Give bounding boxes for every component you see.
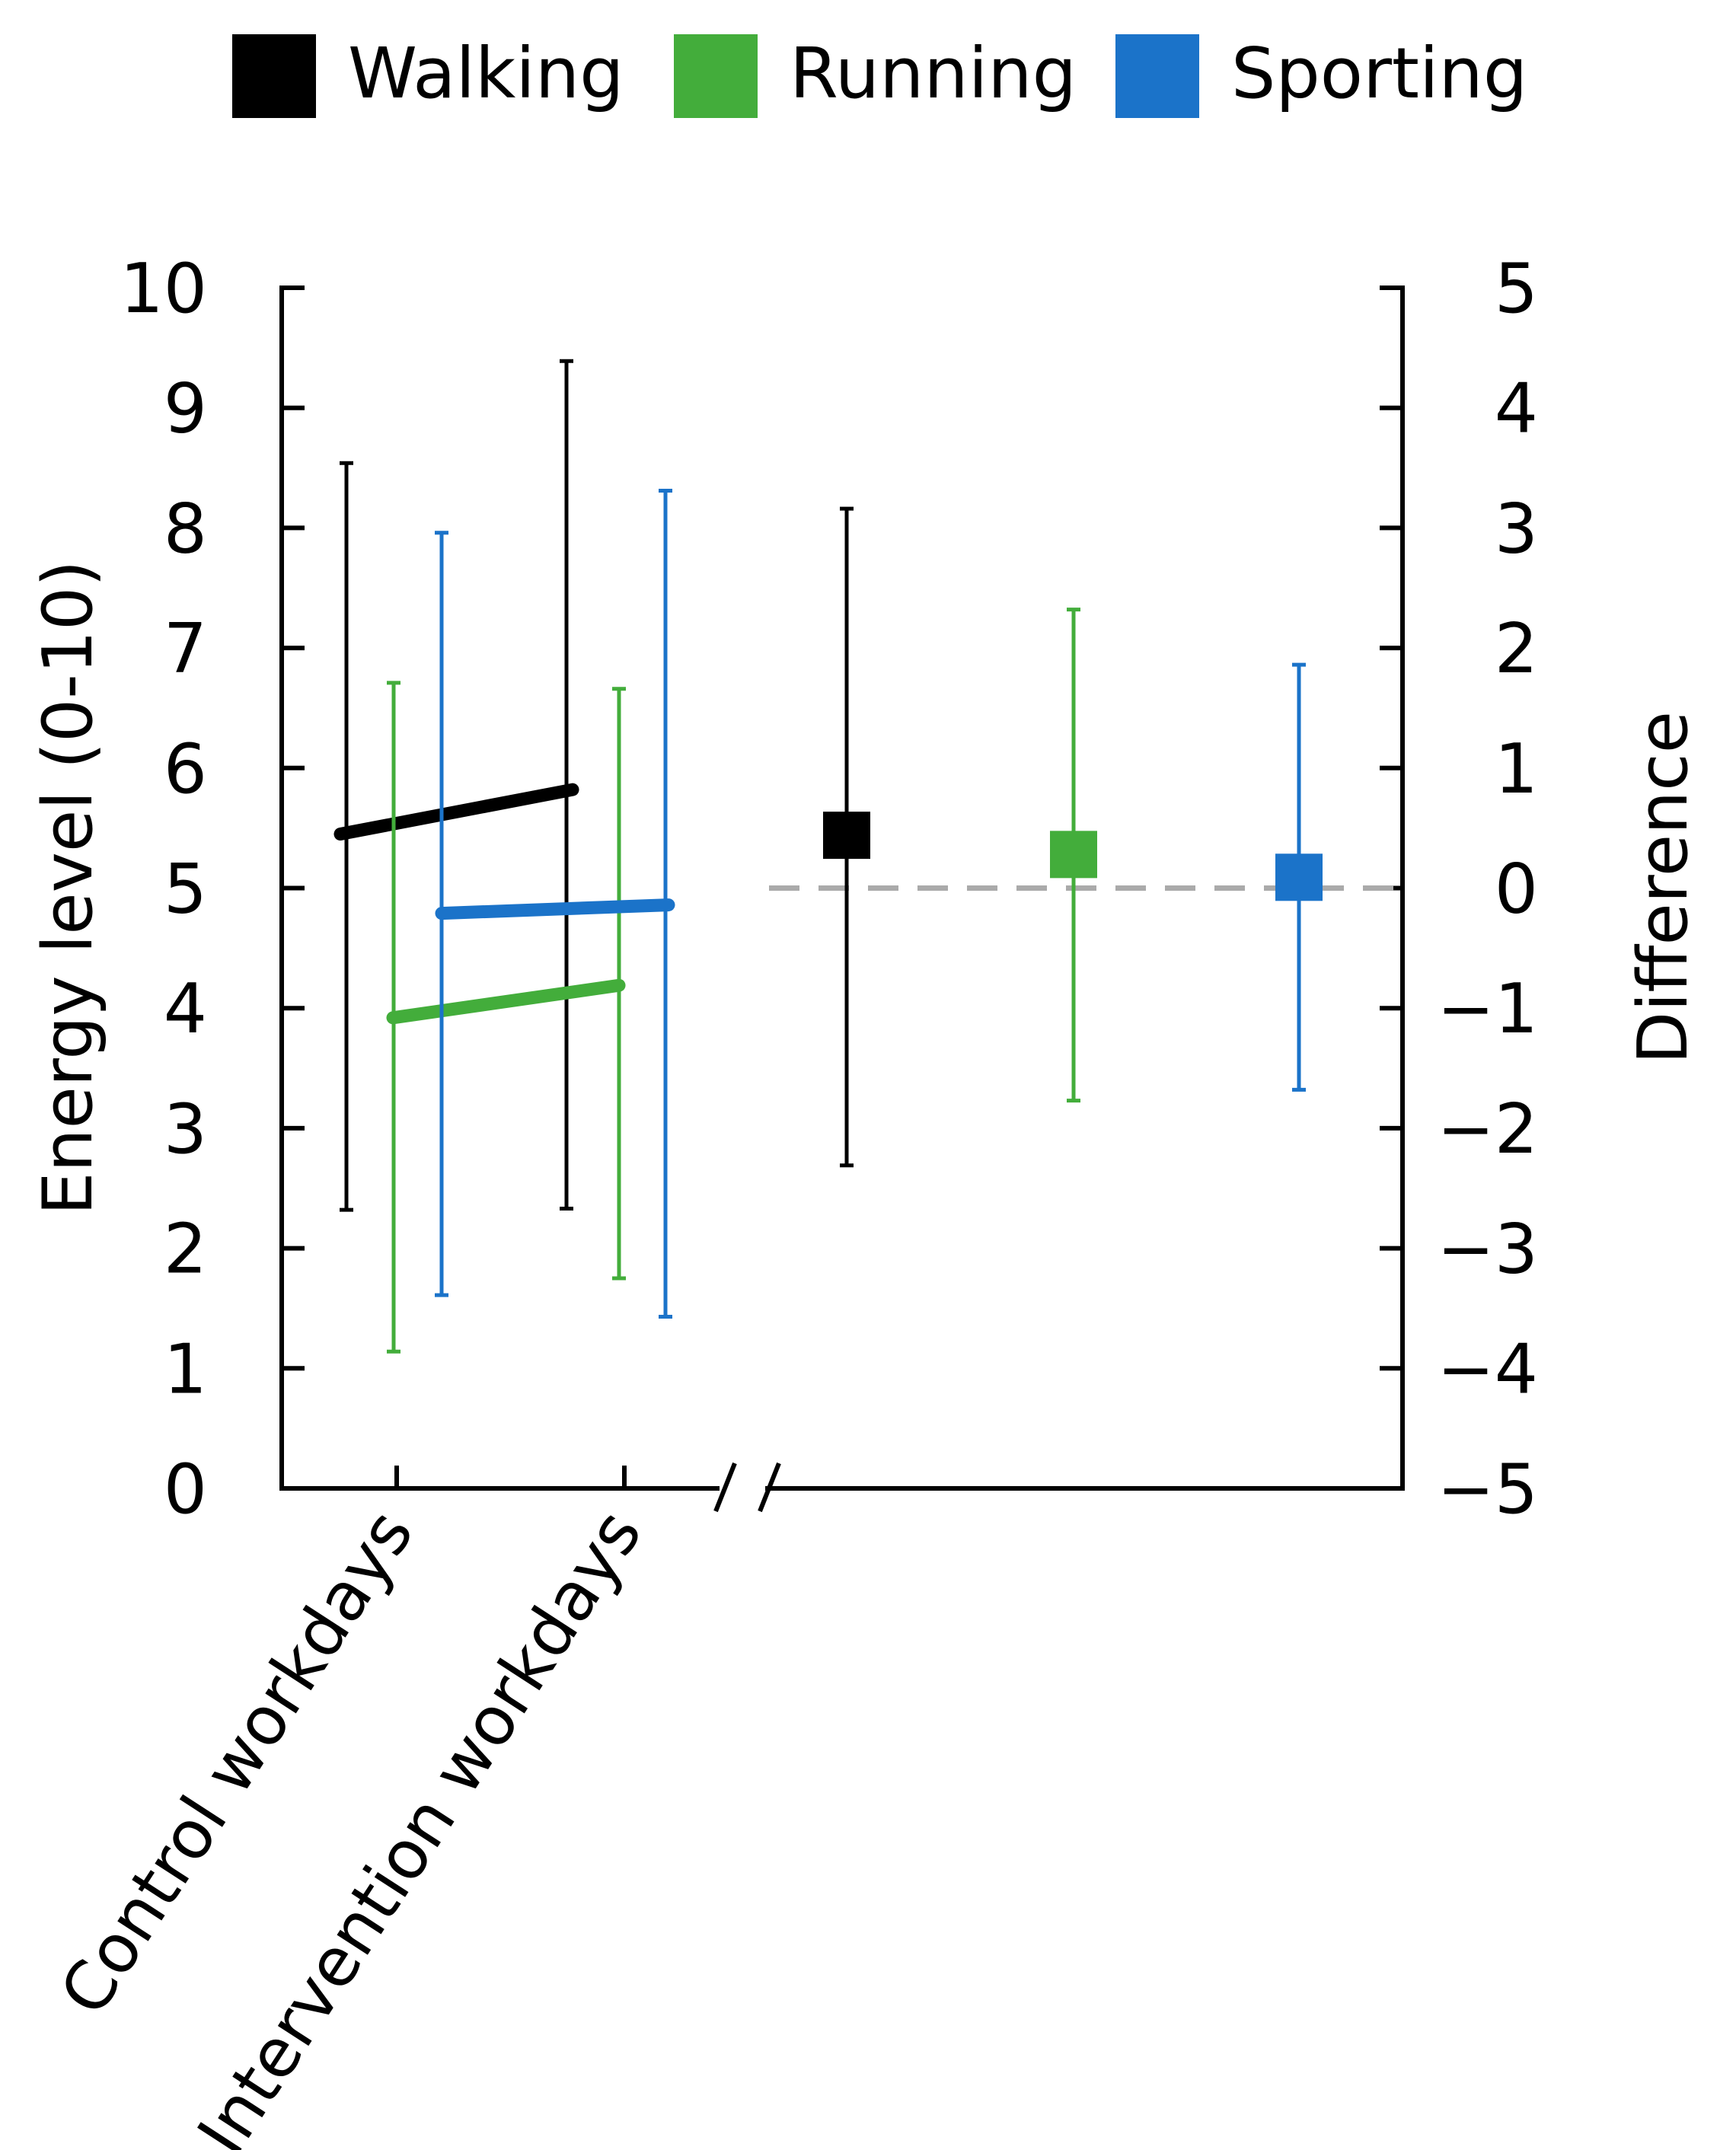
right-tick-label: −3 (1437, 1210, 1538, 1290)
legend-swatch-walking (232, 34, 316, 118)
right-tick-label: 1 (1495, 729, 1538, 809)
left-tick-label: 9 (164, 369, 207, 449)
right-tick-label: 5 (1495, 249, 1538, 329)
left-tick-label: 2 (164, 1210, 207, 1290)
left-tick-label: 0 (164, 1450, 207, 1530)
legend: Walking Running Sporting (232, 33, 1527, 118)
right-tick-label: −1 (1437, 969, 1538, 1049)
left-tick-label: 10 (120, 249, 207, 329)
axis-break-mark (713, 1462, 737, 1513)
mean-line-running (386, 978, 626, 1025)
category-label: Intervention workdays (182, 1496, 656, 2150)
right-tick-label: −2 (1437, 1089, 1538, 1169)
left-axis-title: Energy level (0-10) (28, 560, 108, 1216)
legend-swatch-running (674, 34, 758, 118)
right-tick-label: −5 (1437, 1450, 1538, 1530)
left-tick-label: 8 (164, 489, 207, 569)
left-tick-label: 7 (164, 609, 207, 689)
mean-line-walking (333, 783, 579, 841)
left-tick-label: 4 (164, 969, 207, 1049)
difference-marker-sporting (1275, 853, 1323, 901)
right-tick-label: 4 (1495, 369, 1538, 449)
right-tick-label: 2 (1495, 609, 1538, 689)
axes (279, 285, 1405, 1513)
left-tick-label: 1 (164, 1329, 207, 1409)
right-tick-label: 3 (1495, 489, 1538, 569)
axis-break-mark (758, 1462, 781, 1513)
left-tick-label: 6 (164, 729, 207, 809)
difference-marker-running (1050, 831, 1097, 879)
right-axis-title: Difference (1623, 711, 1703, 1064)
legend-label-sporting: Sporting (1231, 33, 1527, 114)
data-marks (333, 359, 1323, 1354)
right-tick-label: 0 (1495, 850, 1538, 930)
right-tick-label: −4 (1437, 1329, 1538, 1409)
left-tick-label: 3 (164, 1089, 207, 1169)
legend-swatch-sporting (1115, 34, 1199, 118)
left-tick-label: 5 (164, 850, 207, 930)
legend-label-running: Running (790, 33, 1077, 114)
mean-line-sporting (435, 898, 675, 920)
difference-marker-walking (823, 812, 870, 860)
legend-label-walking: Walking (348, 33, 624, 114)
